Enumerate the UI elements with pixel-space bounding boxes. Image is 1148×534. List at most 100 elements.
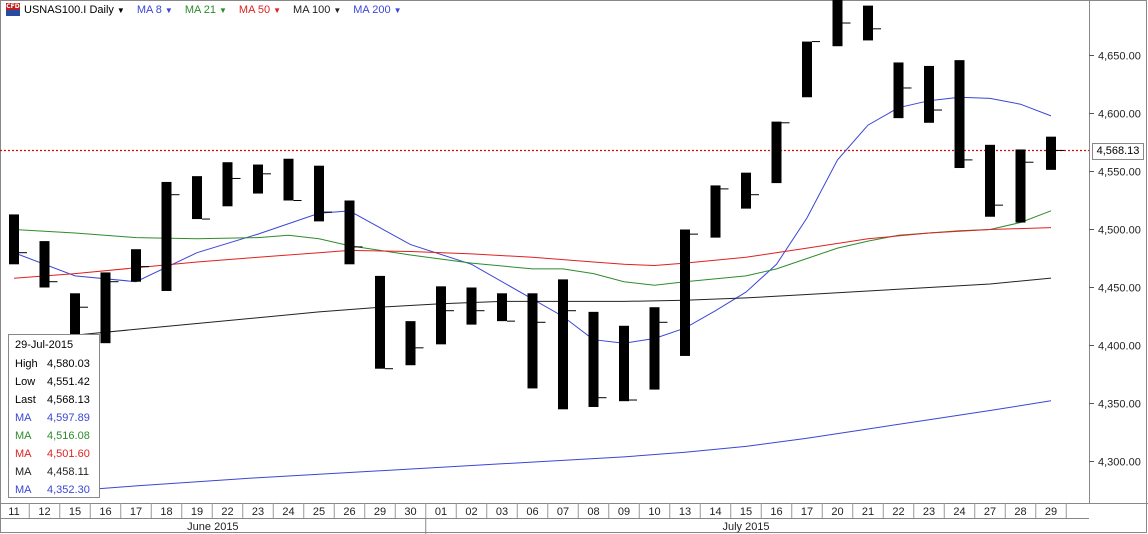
chevron-down-icon: ▼ (333, 5, 342, 15)
data-window-row: High 4,580.03 (9, 355, 99, 373)
chevron-down-icon: ▼ (393, 5, 402, 15)
row-label: MA (15, 448, 32, 460)
app-logo-icon: CFD (6, 3, 20, 16)
ohlc-bar (436, 286, 454, 345)
ohlc-bar-range (954, 60, 965, 169)
data-window-row: MA 4,458.11 (9, 463, 99, 481)
ohlc-bar (649, 307, 668, 390)
ohlc-bar-range (924, 65, 934, 123)
x-tick-label: 01 (435, 506, 447, 518)
y-tick-label: 4,500.00 (1098, 225, 1141, 237)
x-tick-label: 13 (679, 506, 691, 518)
x-tick-label: 16 (99, 506, 111, 518)
ohlc-bar-range (100, 272, 111, 344)
y-tick-label: 4,400.00 (1098, 341, 1141, 353)
data-window-row: MA 4,516.08 (9, 427, 99, 445)
indicator-label: MA 200 (353, 4, 391, 16)
y-tick-label: 4,550.00 (1098, 167, 1141, 179)
x-tick-label: 15 (69, 506, 81, 518)
indicator-ma50[interactable]: MA 50 ▼ (239, 4, 281, 16)
ohlc-bar (893, 62, 912, 119)
ohlc-bar (161, 181, 180, 291)
indicator-label: MA 21 (184, 4, 216, 16)
month-label: July 2015 (722, 521, 769, 533)
indicator-label: MA 50 (238, 4, 271, 16)
ohlc-bar (832, 0, 851, 47)
x-tick-label: 10 (648, 506, 660, 518)
ohlc-bar (924, 65, 942, 123)
x-tick-label: 08 (587, 506, 599, 518)
x-tick-label: 11 (8, 506, 19, 518)
x-tick-label: 17 (130, 506, 142, 518)
ohlc-bar (527, 293, 546, 389)
chevron-down-icon: ▼ (116, 5, 125, 15)
chevron-down-icon: ▼ (273, 5, 282, 15)
row-value: 4,516.08 (47, 430, 90, 442)
x-tick-label: 29 (1045, 506, 1057, 518)
ohlc-bar (9, 214, 27, 265)
ohlc-bar (802, 41, 820, 98)
x-tick-label: 28 (1014, 506, 1026, 518)
indicator-ma21[interactable]: MA 21 ▼ (185, 4, 227, 16)
y-tick-label: 4,450.00 (1098, 283, 1141, 295)
symbol-selector[interactable]: USNAS100.I Daily ▼ (24, 4, 125, 16)
ohlc-bar-range (375, 275, 385, 369)
last-price-tag: 4,568.13 (1092, 143, 1144, 160)
ohlc-bar-range (893, 62, 904, 119)
ohlc-bar-range (710, 185, 721, 238)
ohlc-bar-range (9, 214, 19, 265)
indicator-ma200[interactable]: MA 200 ▼ (353, 4, 401, 16)
x-tick-label: 23 (923, 506, 935, 518)
row-label: MA (15, 412, 32, 424)
x-tick-label: 22 (221, 506, 233, 518)
x-tick-label: 25 (313, 506, 325, 518)
ohlc-bar (70, 293, 88, 340)
row-label: Last (15, 394, 36, 406)
data-window-row: MA 4,501.60 (9, 445, 99, 463)
chevron-down-icon: ▼ (219, 5, 227, 15)
row-value: 4,568.13 (47, 394, 90, 406)
ohlc-bar-range (344, 200, 355, 265)
ohlc-bar (954, 60, 973, 169)
ohlc-bar-range (131, 249, 141, 282)
ohlc-bar (710, 185, 729, 238)
x-tick-label: 19 (191, 506, 203, 518)
indicator-ma8[interactable]: MA 8 ▼ (137, 4, 173, 16)
x-tick-label: 06 (526, 506, 538, 518)
ohlc-bar (314, 165, 332, 222)
ohlc-bar-range (558, 279, 568, 410)
x-tick-label: 20 (831, 506, 843, 518)
ohlc-bar-range (1015, 149, 1026, 223)
ohlc-bar-range (283, 158, 294, 201)
data-window: 29-Jul-2015 High 4,580.03 Low 4,551.42 Las… (8, 334, 100, 498)
ohlc-bar-range (253, 164, 263, 194)
ohlc-bar (466, 287, 485, 325)
ohlc-bar (39, 241, 58, 288)
x-tick-label: 03 (496, 506, 508, 518)
x-tick-label: 18 (160, 506, 172, 518)
y-tick-label: 4,650.00 (1098, 51, 1141, 63)
ohlc-bar-range (405, 321, 416, 366)
indicator-ma100[interactable]: MA 100 ▼ (293, 4, 341, 16)
x-tick-label: 17 (801, 506, 813, 518)
x-tick-label: 22 (892, 506, 904, 518)
ohlc-bar (1046, 136, 1064, 170)
ohlc-bar-range (619, 325, 629, 402)
chart-header: USNAS100.I Daily ▼ MA 8 ▼ MA 21 ▼ MA 50 ▼ MA… (24, 2, 414, 18)
x-tick-label: 30 (404, 506, 416, 518)
ohlc-bar (619, 325, 637, 402)
ohlc-bar-range (497, 293, 507, 322)
ohlc-bar (192, 176, 210, 220)
ohlc-bar-range (802, 41, 812, 98)
ohlc-bar-range (527, 293, 538, 389)
ohlc-bar (985, 144, 1003, 217)
indicator-label: MA 8 (136, 4, 162, 16)
x-tick-label: 12 (38, 506, 50, 518)
data-window-row: Last 4,568.13 (9, 391, 99, 409)
x-tick-label: 02 (465, 506, 477, 518)
x-tick-label: 29 (374, 506, 386, 518)
indicator-label: MA 100 (293, 4, 331, 16)
ohlc-bar-range (39, 241, 50, 288)
x-tick-label: 09 (618, 506, 630, 518)
